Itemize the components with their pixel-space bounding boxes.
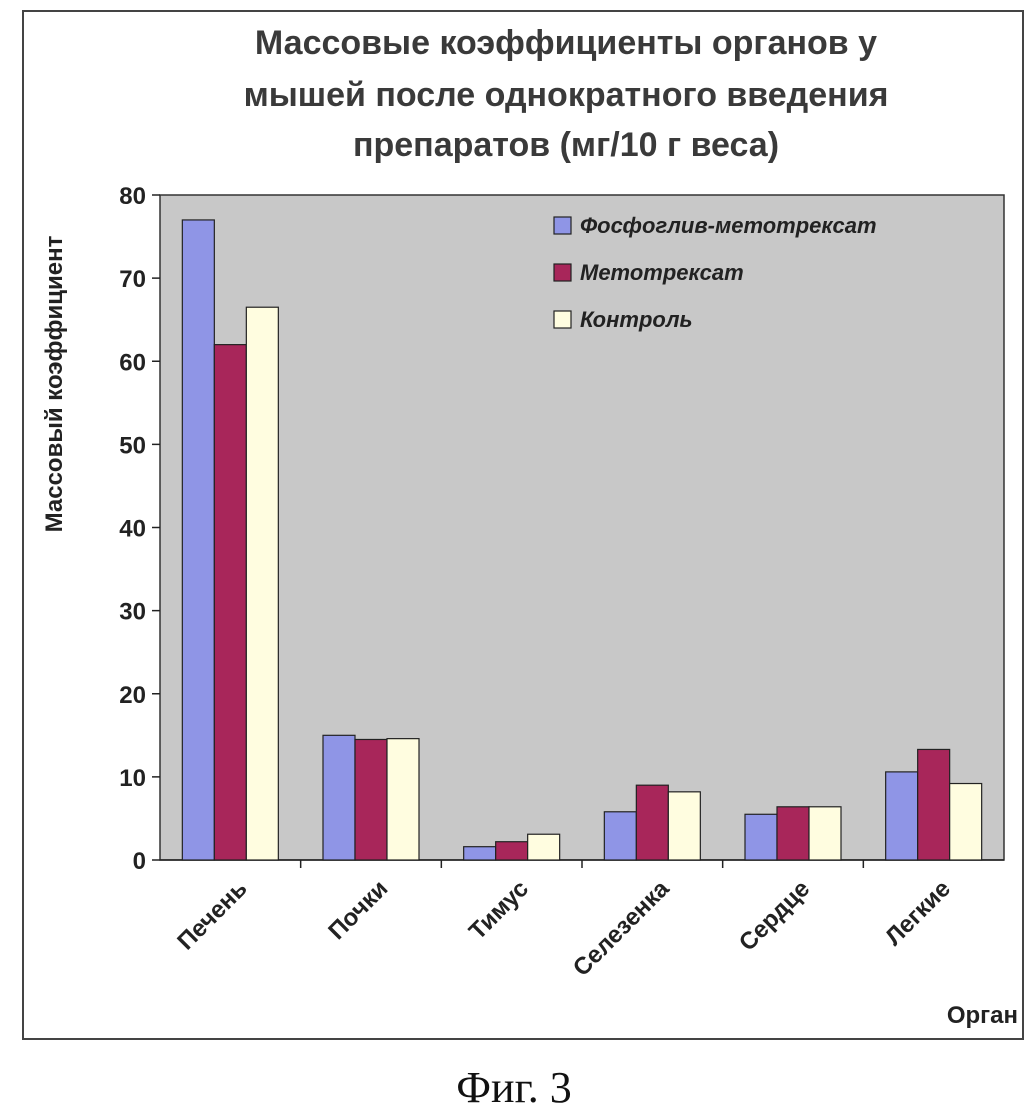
bar-3-1 (246, 307, 278, 860)
bar-2-1 (214, 345, 246, 860)
category-label: Печень (172, 875, 252, 955)
category-label: Тимус (464, 875, 534, 945)
category-label: Легкие (880, 875, 956, 951)
bar-1-5 (745, 814, 777, 860)
bar-2-5 (777, 807, 809, 860)
bar-3-4 (668, 792, 700, 860)
bar-2-4 (636, 785, 668, 860)
chart-frame: Массовые коэффициенты органов у мышей по… (22, 10, 1024, 1040)
bar-1-6 (886, 772, 918, 860)
y-tick-label: 80 (119, 183, 146, 210)
y-tick-label: 10 (119, 765, 146, 792)
y-tick-label: 70 (119, 266, 146, 293)
x-axis-title: Орган (947, 1002, 1018, 1029)
bar-1-1 (182, 220, 214, 860)
legend-label-2: Метотрексат (580, 260, 744, 285)
bar-3-2 (387, 739, 419, 860)
bar-2-2 (355, 739, 387, 860)
y-axis-title: Массовый коэффициент (41, 235, 68, 532)
bar-2-6 (918, 749, 950, 860)
y-tick-label: 30 (119, 599, 146, 626)
chart-title-line-1: Массовые коэффициенты органов у (255, 24, 877, 62)
category-label: Почки (323, 875, 393, 945)
bar-2-3 (496, 842, 528, 860)
y-tick-label: 50 (119, 432, 146, 459)
bar-1-2 (323, 735, 355, 860)
chart-title: Массовые коэффициенты органов у мышей по… (244, 24, 889, 164)
category-label: Сердце (734, 875, 815, 956)
x-axis-labels: Печень Почки Тимус Селезенка Сердце Легкие (172, 860, 956, 982)
bar-3-6 (950, 784, 982, 860)
figure-caption: Фиг. 3 (0, 1062, 1028, 1113)
y-tick-label: 60 (119, 349, 146, 376)
legend-label-1: Фосфоглив-метотрексат (580, 213, 877, 238)
y-tick-label: 20 (119, 682, 146, 709)
y-tick-label: 40 (119, 516, 146, 543)
bar-1-4 (604, 812, 636, 860)
chart-title-line-3: препаратов (мг/10 г веса) (353, 126, 779, 164)
category-label: Селезенка (568, 875, 675, 982)
bar-chart: Массовые коэффициенты органов у мышей по… (24, 12, 1022, 1038)
plot-area (160, 195, 1004, 860)
bar-1-3 (464, 847, 496, 860)
y-tick-label: 0 (133, 848, 146, 875)
legend-swatch-3 (554, 311, 571, 328)
legend-label-3: Контроль (580, 307, 693, 332)
legend-swatch-1 (554, 217, 571, 234)
y-axis: 0 10 20 30 40 50 60 70 80 (119, 183, 160, 875)
bar-3-3 (528, 834, 560, 860)
legend-swatch-2 (554, 264, 571, 281)
bar-3-5 (809, 807, 841, 860)
chart-title-line-2: мышей после однократного введения (244, 76, 889, 114)
